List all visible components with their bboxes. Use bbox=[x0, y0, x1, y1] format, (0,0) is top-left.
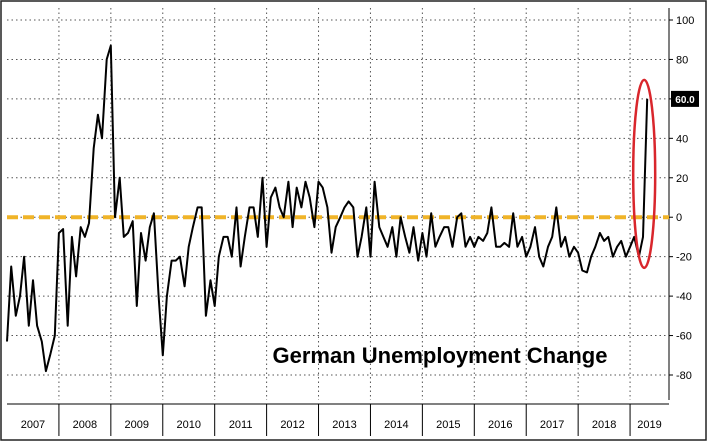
x-year-label: 2014 bbox=[384, 419, 408, 431]
y-tick-label: 0 bbox=[676, 212, 682, 224]
x-year-label: 2007 bbox=[21, 419, 45, 431]
y-tick-label: 100 bbox=[676, 15, 694, 27]
y-tick-label: 80 bbox=[676, 54, 688, 66]
y-tick-label: 20 bbox=[676, 173, 688, 185]
x-year-label: 2015 bbox=[436, 419, 460, 431]
y-tick-label: -40 bbox=[676, 291, 692, 303]
series-line bbox=[6, 44, 649, 373]
x-year-label: 2017 bbox=[540, 419, 564, 431]
x-year-label: 2016 bbox=[488, 419, 512, 431]
x-year-label: 2010 bbox=[176, 419, 200, 431]
chart-title: German Unemployment Change bbox=[273, 343, 608, 368]
x-year-label: 2008 bbox=[73, 419, 97, 431]
callout-value-label: 60.0 bbox=[675, 95, 695, 106]
x-year-label: 2009 bbox=[125, 419, 149, 431]
x-year-label: 2012 bbox=[280, 419, 304, 431]
x-year-label: 2018 bbox=[592, 419, 616, 431]
y-tick-label: -80 bbox=[676, 370, 692, 382]
highlight-ellipse bbox=[631, 78, 657, 270]
x-year-label: 2019 bbox=[637, 419, 661, 431]
y-tick-label: -60 bbox=[676, 331, 692, 343]
y-tick-label: -20 bbox=[676, 252, 692, 264]
x-year-label: 2013 bbox=[332, 419, 356, 431]
x-year-label: 2011 bbox=[229, 419, 253, 431]
callout-badge bbox=[671, 90, 699, 107]
y-tick-label: 40 bbox=[676, 133, 688, 145]
